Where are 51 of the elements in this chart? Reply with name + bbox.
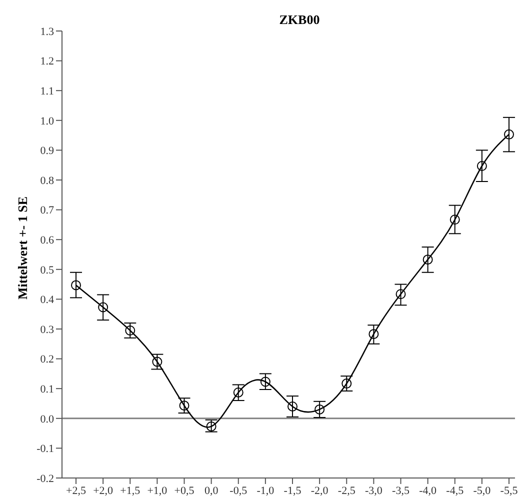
y-tick-label: 0.7 (40, 204, 54, 217)
point (98, 302, 108, 312)
y-tick-label: 0.5 (40, 264, 54, 276)
point (450, 214, 460, 225)
point (476, 160, 487, 171)
point (314, 404, 325, 414)
y-tick-label: 0.8 (40, 174, 54, 187)
x-tick-label: +1,0 (147, 484, 168, 497)
x-tick-label: +1,5 (120, 484, 141, 497)
x-tick-label: -5,0 (473, 484, 492, 497)
point (71, 280, 81, 290)
y-tick-label: 0.6 (40, 234, 54, 247)
x-tick-label: -2,0 (310, 484, 329, 497)
point (233, 387, 244, 398)
y-tick-label: 0.3 (40, 324, 54, 336)
point (342, 378, 352, 389)
point (125, 325, 136, 336)
y-tick-label: 0.1 (40, 384, 54, 396)
x-tick-label: -3,5 (392, 484, 410, 497)
x-tick-label: +2,0 (93, 484, 114, 497)
x-tick-label: -1,5 (284, 484, 302, 497)
point (422, 254, 433, 265)
x-tick-label: +2,5 (66, 484, 86, 497)
point (260, 376, 270, 387)
y-tick-label: 0.2 (40, 354, 54, 366)
x-tick-label: -3,0 (364, 484, 383, 497)
x-tick-label: +0,5 (174, 484, 195, 497)
y-tick-label: 0.9 (40, 145, 54, 158)
x-tick-label: -4,5 (446, 484, 464, 497)
point (396, 289, 406, 300)
y-tick-label: 0.4 (40, 294, 54, 306)
y-tick-label: 1.2 (40, 56, 54, 68)
point (179, 400, 190, 411)
y-tick-label: 1.1 (40, 86, 54, 98)
y-tick-label: 0.0 (40, 413, 54, 426)
x-tick-label: 0,0 (204, 484, 219, 497)
y-tick-label: -0.1 (36, 443, 54, 456)
y-tick-label: 1.0 (40, 115, 54, 128)
point (504, 129, 514, 140)
y-tick-label: -0.2 (36, 472, 54, 485)
point (368, 329, 379, 340)
chart-title: ZKB00 (278, 12, 321, 28)
x-tick-label: -0,5 (230, 484, 248, 497)
y-tick-label: 1.3 (40, 26, 54, 38)
x-tick-label: -5,5 (500, 484, 518, 497)
point (288, 401, 298, 412)
point (152, 356, 162, 367)
x-tick-label: -2,5 (338, 484, 356, 497)
x-tick-label: -4,0 (419, 484, 438, 497)
x-tick-label: -1,0 (256, 484, 275, 497)
y-axis-title: Mittelwert +- 1 SE (15, 195, 31, 302)
